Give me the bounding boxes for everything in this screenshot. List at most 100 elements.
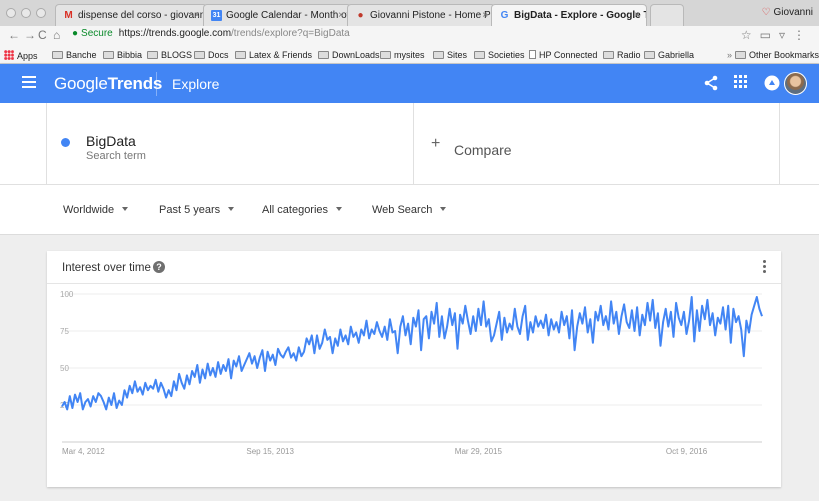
bookmark-label: DownLoads: [332, 50, 380, 60]
browser-tab-gmail[interactable]: M dispense del corso - giovanni ×: [55, 4, 207, 26]
address-bar: ← → C ⌂ ● Secure https://trends.google.com…: [0, 26, 819, 46]
filter-label: Worldwide: [63, 204, 115, 216]
filter-label: All categories: [262, 204, 329, 216]
bookmark-apps[interactable]: Apps: [4, 50, 38, 61]
filter-label: Past 5 years: [159, 204, 221, 216]
folder-icon: [474, 51, 485, 59]
bookmark-label: mysites: [394, 50, 425, 60]
back-icon[interactable]: ←: [8, 28, 20, 42]
help-icon[interactable]: ?: [153, 261, 165, 273]
window-close-button[interactable]: [6, 8, 16, 18]
page-icon: [529, 50, 536, 59]
reload-icon[interactable]: C: [38, 28, 47, 42]
browser-profile[interactable]: ♡ Giovanni: [762, 7, 813, 18]
gmail-icon: M: [64, 10, 73, 21]
bookmark-docs[interactable]: Docs: [194, 50, 229, 60]
new-tab-button[interactable]: [650, 4, 684, 26]
bookmark-latex[interactable]: Latex & Friends: [235, 50, 312, 60]
more-vert-icon[interactable]: [763, 260, 767, 275]
folder-icon: [147, 51, 158, 59]
bookmark-bibbia[interactable]: Bibbia: [103, 50, 142, 60]
folder-icon: [603, 51, 614, 59]
y-tick-label: 50: [60, 364, 69, 373]
term-color-dot: [61, 138, 70, 147]
bookmark-label: Sites: [447, 50, 468, 60]
menu-icon[interactable]: [22, 76, 36, 91]
bookmark-other[interactable]: » Other Bookmarks: [727, 50, 819, 60]
close-icon[interactable]: ×: [482, 10, 488, 21]
folder-icon: [235, 51, 246, 59]
filter-label: Web Search: [372, 204, 433, 216]
caret-down-icon: [122, 207, 129, 211]
browser-tab-calendar[interactable]: 31 Google Calendar - Month of M ×: [203, 4, 351, 26]
filter-search-type[interactable]: Web Search: [372, 204, 447, 216]
bookmark-blogs[interactable]: BLOGS: [147, 50, 192, 60]
url-path: /trends/explore?q=BigData: [231, 28, 350, 39]
x-tick-label: Sep 15, 2013: [246, 447, 294, 456]
lock-icon: ●: [72, 28, 79, 39]
filters-bar: Worldwide Past 5 years All categories We…: [0, 185, 819, 235]
calendar-icon: 31: [211, 10, 222, 21]
bookmark-label: Radio: [617, 50, 641, 60]
header-divider: [156, 72, 157, 96]
term-name: BigData: [86, 133, 136, 149]
logo-trends: Trends: [107, 74, 163, 93]
menu-icon[interactable]: ⋮: [793, 28, 813, 42]
google-icon: G: [500, 10, 509, 21]
forward-icon[interactable]: →: [24, 28, 36, 42]
bookmark-downloads[interactable]: DownLoads: [318, 50, 380, 60]
avatar[interactable]: [784, 72, 807, 95]
compare-card[interactable]: + Compare: [414, 103, 780, 185]
url-host: https://trends.google.com: [118, 28, 232, 39]
google-trends-logo[interactable]: GoogleTrends: [54, 74, 162, 94]
bookmark-label: Banche: [66, 50, 97, 60]
bookmark-gabriella[interactable]: Gabriella: [644, 50, 694, 60]
bookmark-societies[interactable]: Societies: [474, 50, 525, 60]
trends-header: GoogleTrends Explore: [0, 64, 819, 103]
filter-location[interactable]: Worldwide: [63, 204, 129, 216]
bookmark-mysites[interactable]: mysites: [380, 50, 425, 60]
bookmark-sites[interactable]: Sites: [433, 50, 467, 60]
url-field[interactable]: ● Secure https://trends.google.com/trends/…: [72, 28, 350, 39]
tab-title: dispense del corso - giovanni: [78, 10, 207, 21]
share-icon[interactable]: [703, 75, 719, 91]
filter-category[interactable]: All categories: [262, 204, 343, 216]
page-title: Explore: [172, 76, 220, 92]
home-icon[interactable]: ⌂: [53, 28, 61, 42]
star-icon[interactable]: ☆: [740, 28, 760, 42]
card-title: Interest over time: [62, 262, 151, 274]
apps-icon: [4, 50, 14, 60]
search-term-card[interactable]: BigData Search term: [46, 103, 414, 185]
bookmark-banche[interactable]: Banche: [52, 50, 97, 60]
browser-tab-trends[interactable]: G BigData - Explore - Google Tr ×: [491, 4, 647, 26]
bookmark-radio[interactable]: Radio: [603, 50, 641, 60]
folder-icon: [735, 51, 747, 59]
plus-icon: +: [431, 135, 441, 152]
extension-icon[interactable]: ▭: [759, 28, 779, 42]
extension-icon[interactable]: ▿: [778, 28, 793, 42]
close-icon[interactable]: ×: [634, 10, 640, 21]
address-actions: ☆▭▿⋮: [741, 28, 813, 42]
filter-time-range[interactable]: Past 5 years: [159, 204, 235, 216]
close-icon[interactable]: ×: [194, 10, 200, 21]
bookmark-label: Latex & Friends: [249, 50, 313, 60]
compare-label: Compare: [454, 142, 512, 158]
x-tick-label: Mar 4, 2012: [62, 447, 105, 456]
close-icon[interactable]: ×: [338, 10, 344, 21]
caret-down-icon: [336, 207, 343, 211]
bookmarks-bar: Apps Banche Bibbia BLOGS Docs Latex & Fr…: [0, 46, 819, 64]
apps-grid-icon[interactable]: [734, 75, 748, 89]
y-tick-label: 75: [60, 327, 69, 336]
window-minimize-button[interactable]: [21, 8, 31, 18]
bookmark-hp-connected[interactable]: HP Connected: [529, 50, 597, 60]
tab-title: Google Calendar - Month of M: [226, 10, 351, 21]
window-zoom-button[interactable]: [36, 8, 46, 18]
y-tick-label: 25: [60, 401, 69, 410]
bookmark-label: Bibbia: [117, 50, 143, 60]
notifications-icon[interactable]: [764, 75, 780, 91]
browser-tab-bar: M dispense del corso - giovanni × 31 Goo…: [0, 0, 819, 26]
x-tick-label: Mar 29, 2015: [455, 447, 503, 456]
folder-icon: [318, 51, 329, 59]
card-header: Interest over time ?: [47, 251, 781, 284]
browser-tab-homepage[interactable]: ● Giovanni Pistone - Home Page ×: [347, 4, 495, 26]
